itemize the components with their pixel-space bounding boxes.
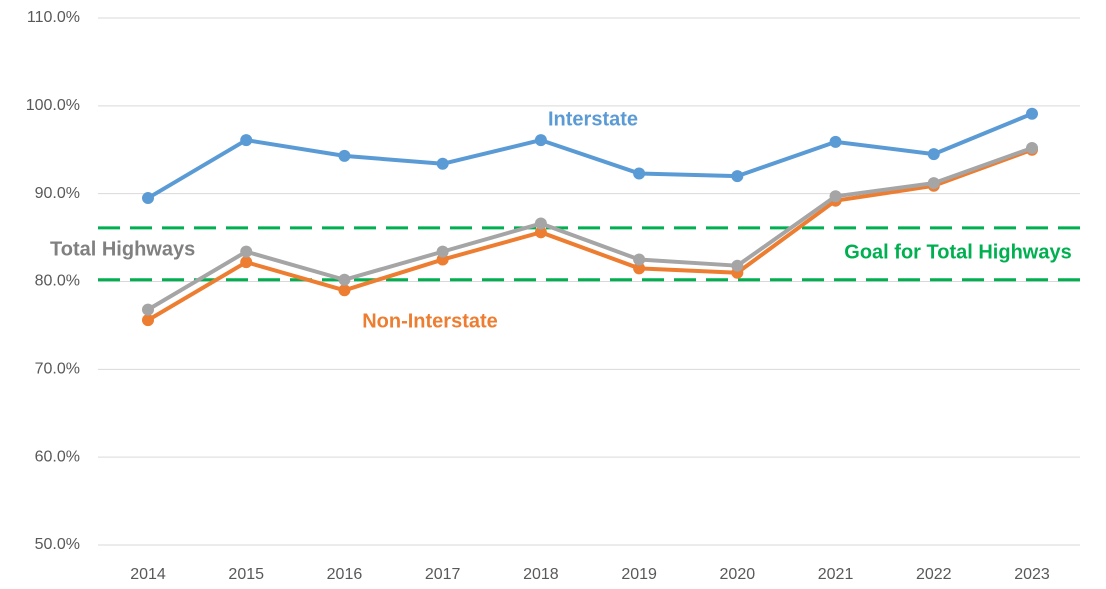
y-tick-label: 60.0%: [35, 448, 80, 465]
point: [633, 167, 646, 180]
point: [534, 134, 547, 147]
point: [240, 245, 253, 258]
x-tick-label: 2020: [720, 566, 756, 583]
y-tick-label: 100.0%: [26, 97, 80, 114]
point: [436, 157, 449, 170]
point: [240, 134, 253, 147]
point: [1026, 141, 1038, 154]
point: [534, 226, 547, 239]
series-line: [146, 147, 1033, 322]
x-tick-label: 2019: [621, 566, 657, 583]
point: [142, 314, 154, 327]
goal-label: Goal for Total Highways: [844, 241, 1071, 263]
point: [436, 245, 449, 258]
y-tick-label: 50.0%: [35, 536, 80, 553]
point: [731, 259, 744, 272]
x-tick-label: 2023: [1014, 566, 1050, 583]
point: [633, 262, 646, 275]
series-label: Interstate: [548, 108, 638, 130]
point: [829, 190, 842, 203]
x-tick-label: 2015: [228, 566, 264, 583]
y-tick-label: 110.0%: [27, 9, 80, 26]
point: [927, 177, 940, 190]
point: [338, 284, 351, 297]
x-tick-label: 2017: [425, 566, 461, 583]
point: [731, 170, 744, 183]
point: [338, 273, 351, 286]
point: [142, 192, 154, 205]
point: [633, 253, 646, 266]
point: [927, 148, 940, 161]
point: [1026, 107, 1038, 120]
point: [829, 135, 842, 148]
x-tick-label: 2014: [130, 566, 166, 583]
y-tick-label: 90.0%: [35, 185, 80, 202]
point: [142, 303, 154, 316]
x-tick-label: 2021: [818, 566, 854, 583]
series-line: [146, 146, 1033, 312]
point: [240, 256, 253, 269]
y-tick-label: 70.0%: [35, 361, 80, 378]
x-tick-label: 2022: [916, 566, 952, 583]
x-tick-label: 2016: [327, 566, 363, 583]
series-label: Non-Interstate: [362, 310, 498, 332]
point: [534, 217, 547, 230]
series-label: Total Highways: [50, 238, 195, 260]
point: [338, 149, 351, 162]
y-tick-label: 80.0%: [35, 273, 80, 290]
x-tick-label: 2018: [523, 566, 559, 583]
series-line: [146, 111, 1033, 200]
